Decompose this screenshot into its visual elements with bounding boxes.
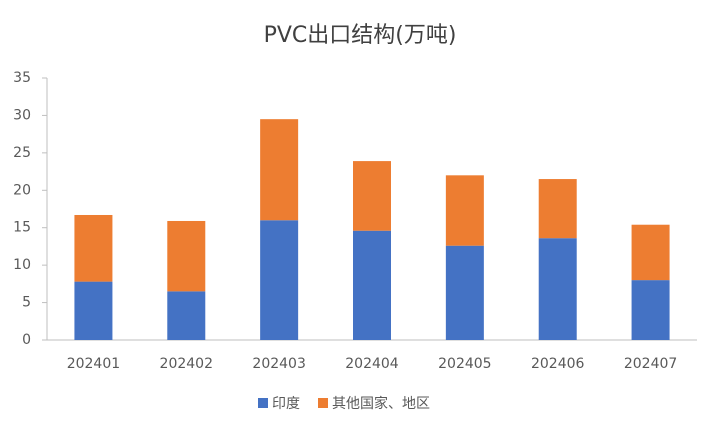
bar-segment: [167, 291, 206, 340]
y-tick-label: 20: [13, 182, 31, 198]
legend-swatch: [258, 398, 268, 408]
bar-segment: [631, 224, 670, 281]
bar-segment: [74, 281, 113, 340]
x-tick-label: 202403: [252, 356, 305, 372]
bar-segment: [445, 175, 484, 246]
legend-swatch: [318, 398, 328, 408]
y-tick-label: 30: [13, 107, 31, 123]
legend-label: 印度: [272, 396, 300, 412]
y-tick-label: 0: [22, 332, 31, 348]
bar-segment: [631, 280, 670, 340]
x-tick-label: 202407: [624, 356, 677, 372]
bar-segment: [167, 220, 206, 292]
x-tick-label: 202401: [67, 356, 120, 372]
bar-segment: [445, 245, 484, 340]
bar-segment: [260, 220, 299, 340]
y-tick-label: 15: [13, 220, 31, 236]
bar-segment: [538, 238, 577, 340]
bar-segment: [74, 214, 113, 282]
bar-segment: [353, 230, 391, 340]
chart-title: PVC出口结构(万吨): [264, 23, 457, 48]
bar-segment: [353, 161, 391, 231]
y-tick-label: 35: [13, 70, 31, 86]
x-tick-label: 202405: [438, 356, 491, 372]
x-tick-label: 202404: [345, 356, 399, 372]
x-tick-label: 202402: [160, 356, 213, 372]
y-tick-label: 10: [13, 257, 31, 273]
x-tick-label: 202406: [531, 356, 585, 372]
legend-label: 其他国家、地区: [332, 395, 430, 412]
bar-segment: [538, 179, 577, 239]
bar-segment: [260, 119, 299, 221]
y-tick-label: 5: [22, 295, 31, 311]
y-tick-label: 25: [13, 145, 31, 161]
